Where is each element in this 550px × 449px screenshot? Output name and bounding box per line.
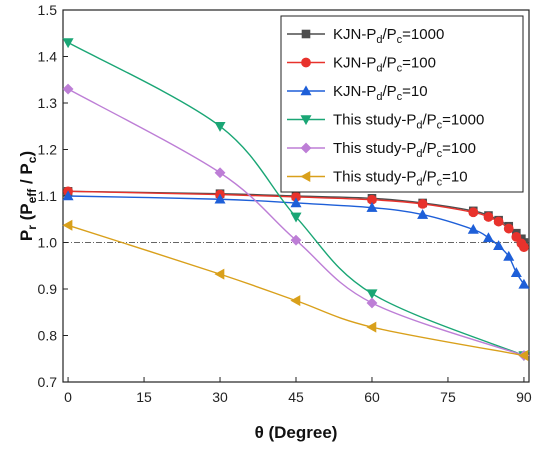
data-point	[493, 216, 504, 227]
data-point	[62, 83, 74, 95]
data-point	[366, 289, 378, 300]
legend-label: This study-Pd/Pc=10	[333, 169, 468, 189]
x-tick-label: 60	[364, 389, 380, 405]
data-point	[214, 193, 226, 204]
data-point	[290, 234, 302, 246]
data-point	[290, 295, 301, 307]
data-point	[417, 199, 428, 209]
y-tick-label: 0.9	[38, 281, 58, 297]
data-point	[214, 268, 225, 280]
data-point	[493, 240, 505, 251]
data-point	[62, 190, 74, 201]
y-tick-label: 0.7	[38, 374, 58, 390]
data-point	[366, 321, 377, 333]
data-point	[483, 212, 494, 222]
svg-text:Pr (Peff / Pc): Pr (Peff / Pc)	[17, 151, 39, 241]
legend-marker	[300, 115, 312, 126]
legend-label: KJN-Pd/Pc=100	[333, 55, 436, 75]
data-point	[519, 242, 529, 253]
data-point	[214, 121, 226, 132]
x-tick-label: 30	[212, 389, 228, 405]
data-point	[62, 219, 73, 231]
data-point	[503, 250, 515, 261]
y-axis-label: Pr (Peff / Pc)	[17, 151, 39, 241]
x-tick-label: 75	[440, 389, 456, 405]
x-tick-label: 90	[516, 389, 532, 405]
legend: KJN-Pd/Pc=1000 KJN-Pd/Pc=100 KJN-Pd/Pc=10 T…	[280, 15, 524, 193]
legend-label: This study-Pd/Pc=1000	[333, 112, 484, 132]
data-point	[511, 232, 522, 242]
legend-marker	[301, 29, 311, 39]
y-tick-label: 1.2	[38, 142, 58, 158]
axis-ticks: 0 15 30 45 60 75 90 0.7 0.8 0.9 1.0 1.1 1.2 1.3 1.4 1.5	[38, 2, 532, 405]
data-point	[468, 207, 479, 218]
data-point	[482, 232, 494, 243]
x-tick-label: 15	[136, 389, 152, 405]
x-tick-label: 45	[288, 389, 304, 405]
legend-marker	[300, 142, 312, 154]
data-point	[503, 223, 514, 234]
data-point	[510, 267, 522, 278]
data-point	[290, 212, 302, 223]
x-axis-label: θ (Degree)	[255, 423, 338, 442]
legend-box	[280, 15, 524, 193]
y-tick-label: 1.4	[38, 49, 58, 65]
data-point	[62, 38, 74, 49]
y-tick-label: 1.5	[38, 2, 58, 18]
legend-marker	[300, 85, 312, 96]
data-point	[417, 208, 429, 219]
legend-marker	[301, 57, 311, 68]
y-tick-label: 0.8	[38, 328, 58, 344]
data-point	[467, 223, 479, 234]
data-point	[290, 197, 302, 208]
data-point	[214, 167, 226, 179]
series-markers	[62, 38, 530, 362]
legend-label: KJN-Pd/Pc=1000	[333, 26, 444, 46]
legend-label: KJN-Pd/Pc=10	[333, 83, 428, 103]
data-point	[518, 349, 529, 362]
data-point	[518, 278, 530, 289]
y-tick-label: 1.1	[38, 188, 58, 204]
y-tick-label: 1.3	[38, 95, 58, 111]
legend-marker	[300, 170, 311, 183]
x-tick-label: 0	[64, 389, 72, 405]
legend-label: This study-Pd/Pc=100	[333, 140, 476, 160]
data-point	[366, 297, 378, 309]
data-point	[366, 202, 378, 212]
y-tick-label: 1.0	[38, 235, 58, 251]
